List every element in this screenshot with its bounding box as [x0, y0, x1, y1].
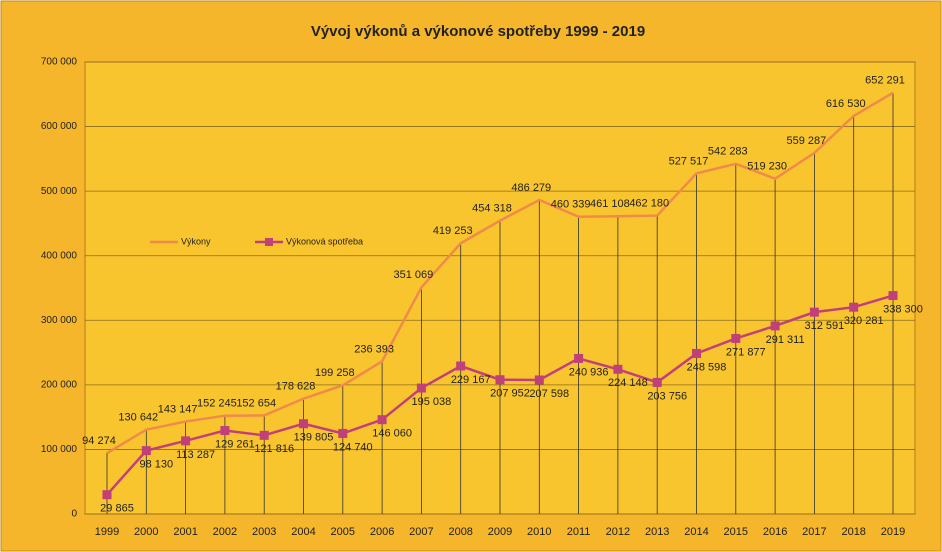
data-label: 143 147	[158, 403, 198, 415]
y-tick-label: 0	[71, 509, 77, 520]
data-label: 542 283	[708, 146, 748, 158]
data-label: 460 339	[551, 199, 591, 211]
x-tick-label: 2006	[370, 526, 394, 538]
marker	[652, 377, 662, 387]
data-label: 519 230	[747, 161, 787, 173]
x-tick-label: 2011	[567, 526, 591, 538]
data-label: 152 245	[197, 398, 237, 410]
y-tick-label: 100 000	[41, 444, 78, 455]
x-tick-label: 2004	[291, 526, 315, 538]
data-label: 139 805	[294, 432, 334, 444]
series-line	[106, 91, 894, 455]
data-label: 559 287	[787, 135, 827, 147]
x-tick-label: 2012	[606, 526, 630, 538]
marker	[456, 361, 466, 371]
y-tick-label: 700 000	[41, 57, 78, 68]
x-tick-label: 2003	[252, 526, 276, 538]
marker	[888, 291, 898, 301]
data-label: 129 261	[215, 438, 255, 450]
data-label: 351 069	[394, 269, 434, 281]
data-label: 486 279	[511, 182, 551, 194]
data-label: 113 287	[176, 449, 215, 461]
x-tick-label: 2002	[213, 526, 237, 538]
legend-label: Výkony	[181, 236, 211, 246]
marker	[574, 353, 584, 363]
marker	[731, 333, 741, 343]
x-tick-label: 2013	[645, 526, 669, 538]
data-label: 271 877	[726, 346, 766, 358]
data-label: 240 936	[569, 366, 609, 378]
x-tick-label: 2000	[134, 526, 158, 538]
data-label: 94 274	[82, 435, 116, 447]
data-label: 121 816	[254, 443, 294, 455]
marker	[220, 426, 230, 436]
x-tick-label: 2017	[802, 526, 826, 538]
marker	[102, 490, 112, 500]
marker	[181, 436, 191, 446]
data-label: 461 108	[590, 198, 630, 210]
legend-label: Výkonová spotřeba	[286, 236, 363, 246]
marker	[259, 430, 269, 440]
marker	[692, 348, 701, 358]
data-label: 454 318	[472, 203, 512, 215]
x-tick-label: 2015	[724, 526, 748, 538]
data-label: 203 756	[647, 390, 687, 402]
data-label: 98 130	[139, 459, 173, 471]
x-tick-label: 2005	[331, 526, 355, 538]
x-tick-label: 2007	[409, 526, 433, 538]
x-tick-label: 2009	[488, 526, 512, 538]
data-label: 248 598	[687, 361, 727, 373]
data-label: 195 038	[412, 396, 452, 408]
marker	[849, 302, 859, 312]
data-label: 527 517	[669, 155, 709, 167]
data-label: 29 865	[100, 503, 134, 515]
data-label: 229 167	[451, 374, 491, 386]
data-label: 236 393	[354, 343, 394, 355]
marker	[613, 364, 623, 374]
marker	[338, 428, 348, 438]
data-label: 199 258	[315, 367, 355, 379]
data-label: 312 591	[805, 320, 845, 332]
data-label: 207 598	[529, 388, 569, 400]
marker	[299, 419, 308, 429]
y-tick-label: 200 000	[41, 379, 78, 390]
x-tick-label: 2008	[448, 526, 472, 538]
x-tick-label: 2018	[841, 526, 865, 538]
data-label: 207 952	[490, 388, 530, 400]
marker	[770, 321, 780, 331]
marker	[534, 375, 544, 385]
data-label: 338 300	[883, 303, 923, 315]
data-label: 178 628	[276, 381, 316, 393]
marker	[141, 446, 151, 456]
marker	[377, 415, 387, 425]
x-tick-label: 2019	[881, 526, 905, 538]
data-label: 124 740	[333, 441, 373, 453]
data-label: 152 654	[236, 397, 276, 409]
y-tick-label: 300 000	[41, 315, 78, 326]
data-label: 291 311	[766, 334, 805, 346]
x-tick-label: 2014	[684, 526, 708, 538]
data-label: 462 180	[629, 197, 669, 209]
x-tick-label: 1999	[95, 526, 119, 538]
marker	[809, 307, 819, 317]
data-label: 616 530	[826, 98, 866, 110]
data-label: 320 281	[844, 315, 884, 327]
data-label: 146 060	[372, 428, 412, 440]
data-label: 224 148	[608, 377, 648, 389]
y-tick-label: 500 000	[41, 186, 78, 197]
data-label: 130 642	[118, 412, 158, 424]
y-tick-label: 600 000	[41, 121, 78, 132]
legend-marker	[265, 238, 273, 246]
data-label: 652 291	[865, 75, 905, 87]
data-label: 419 253	[433, 225, 473, 237]
marker	[416, 383, 426, 393]
x-tick-label: 2001	[173, 526, 197, 538]
y-tick-label: 400 000	[41, 250, 78, 261]
chart-title: Vývoj výkonů a výkonové spotřeby 1999 - …	[311, 23, 645, 40]
marker	[495, 375, 505, 385]
x-tick-label: 2016	[763, 526, 787, 538]
x-tick-label: 2010	[527, 526, 551, 538]
